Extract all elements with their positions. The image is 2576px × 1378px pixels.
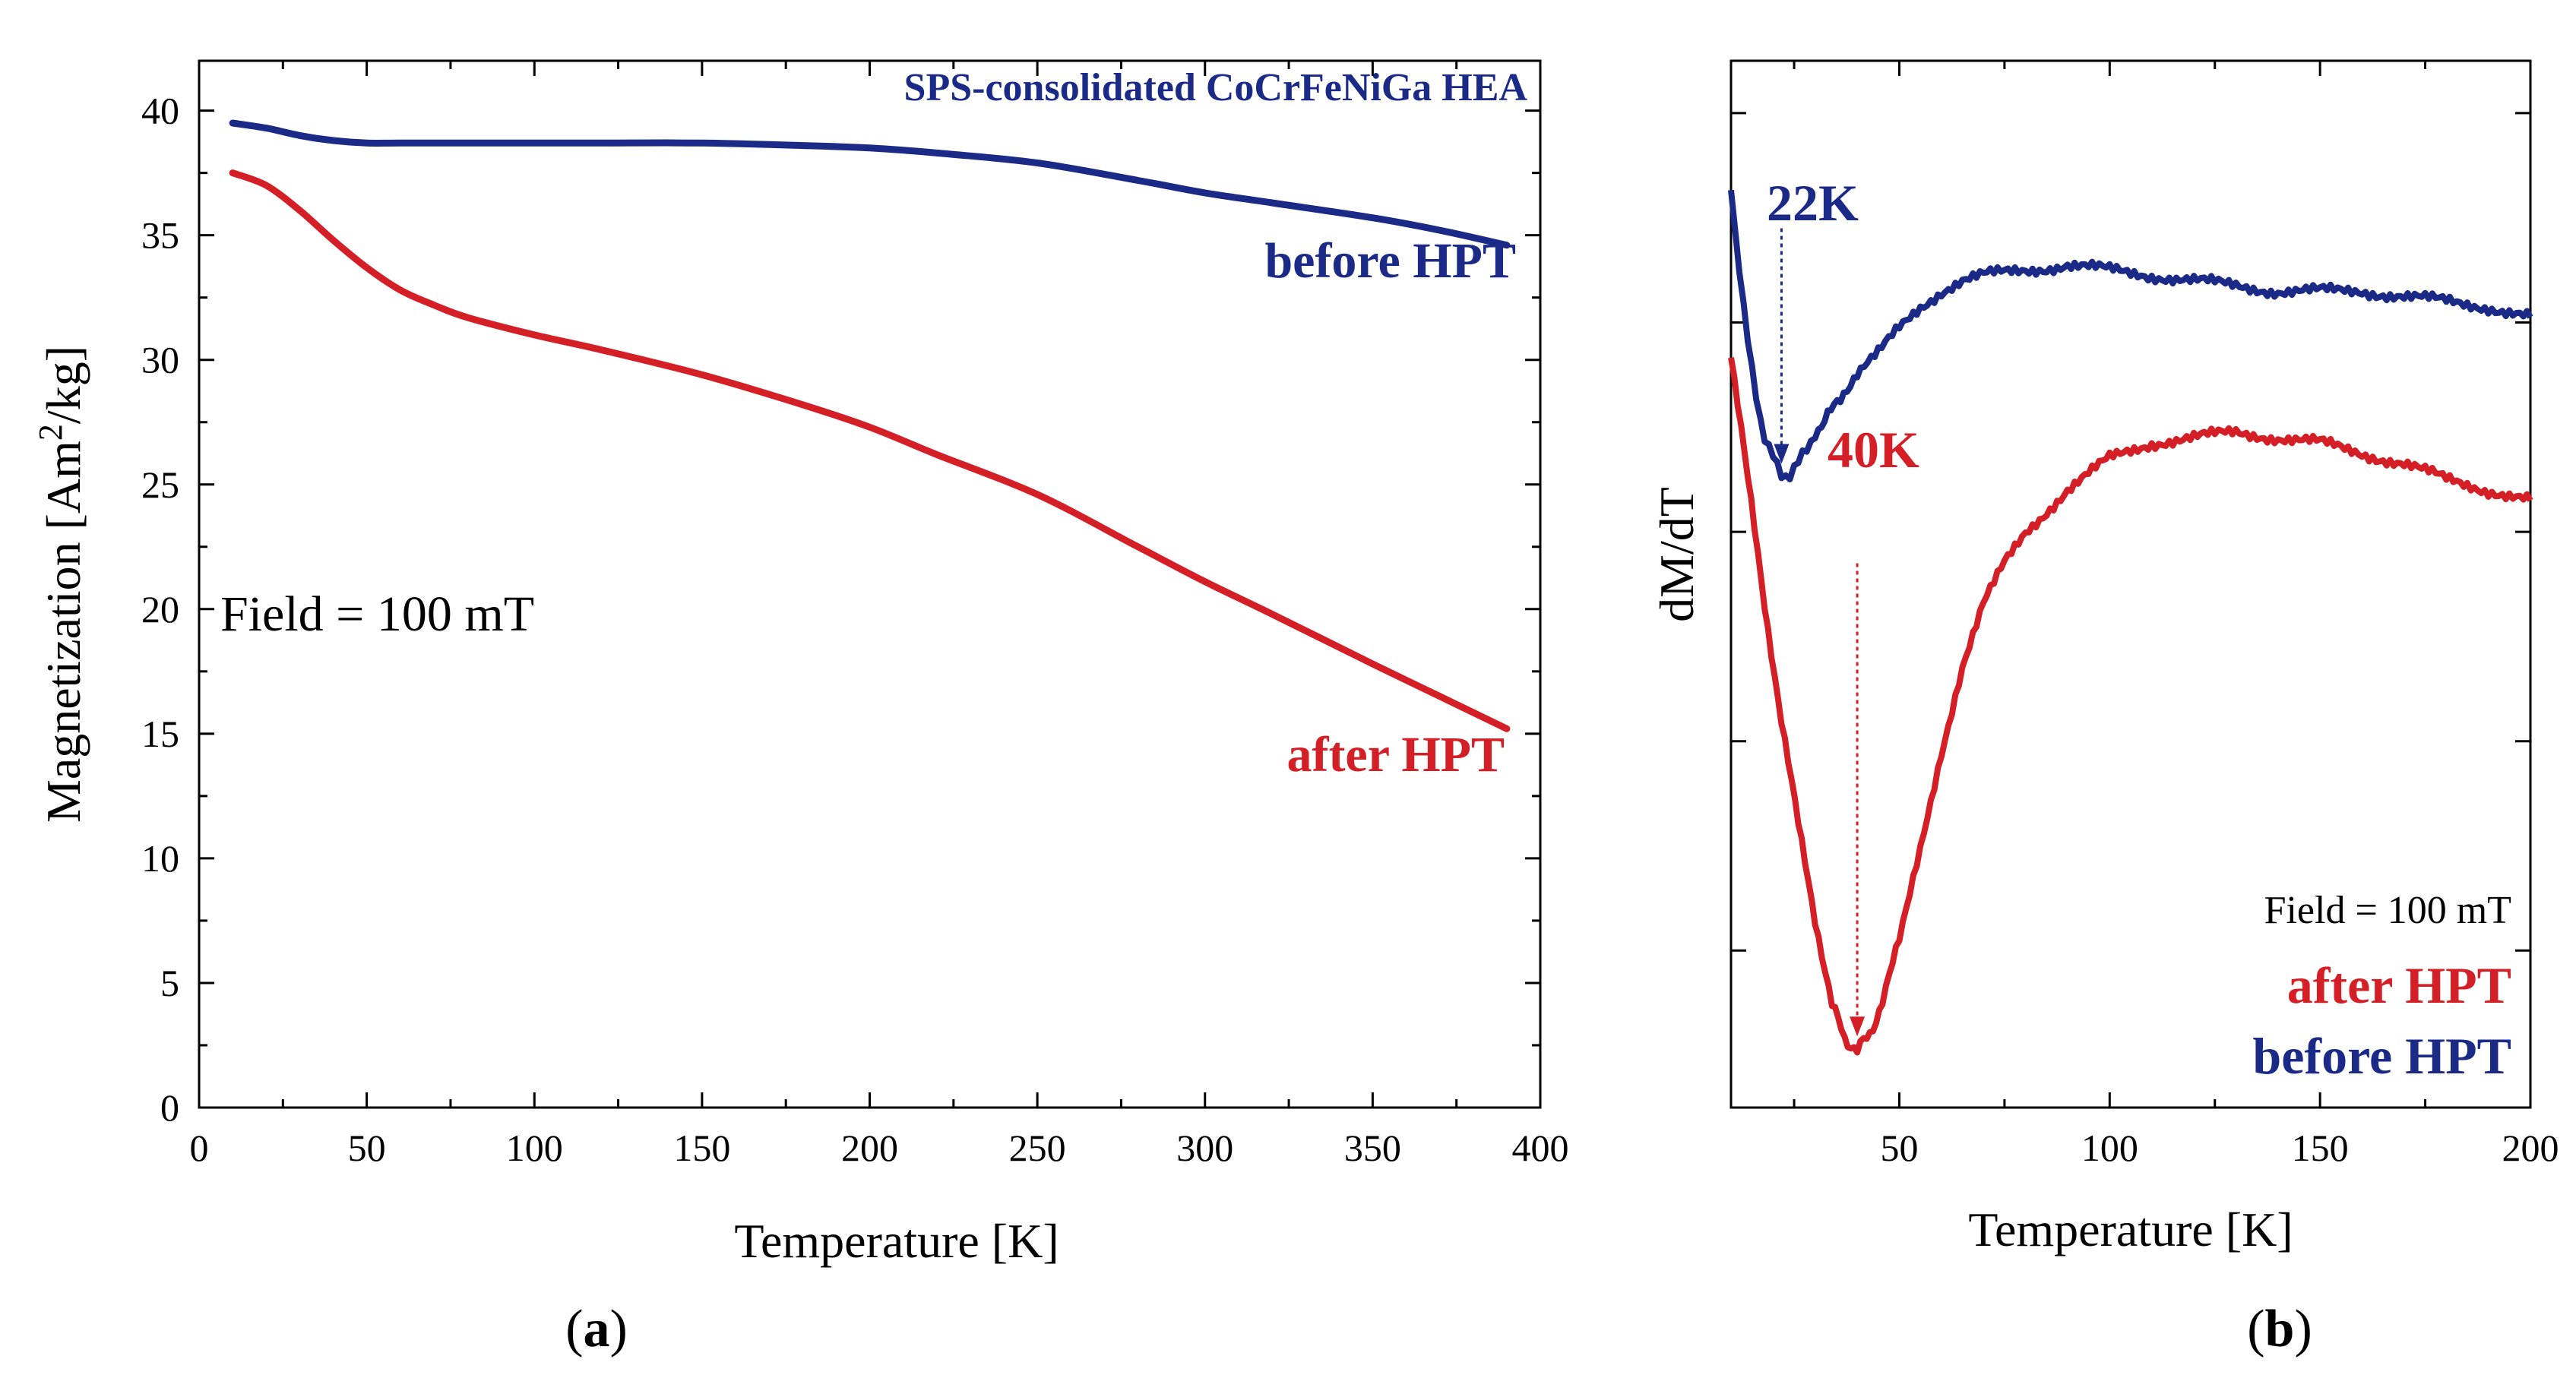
- panel-b-ticks: 50 100 150 200: [1731, 61, 2559, 1169]
- panel-a-x-tick-label: 200: [841, 1127, 898, 1169]
- panel-b-x-tick-label: 200: [2502, 1127, 2559, 1169]
- panel-a-y-tick-label: 25: [141, 463, 179, 506]
- panel-b-peak-arrow-40k-head: [1850, 1016, 1866, 1037]
- panel-b-series-line-after-hpt: [1728, 357, 2533, 1056]
- panel-a-ticks: 0 50 100 150 200 250 300 350 400 0 5 10 15 20 25 30 35 40: [141, 61, 1569, 1169]
- panel-b-legend-before-hpt: before HPT: [2252, 1027, 2511, 1085]
- panel-a-series-line-before-hpt: [229, 119, 1511, 249]
- panel-b-y-axis-label: dM/dT: [1650, 487, 1704, 622]
- panel-a-y-axis-label: Magnetization [Am2/kg]: [32, 346, 91, 823]
- panel-a-x-tick-label: 100: [506, 1127, 563, 1169]
- panel-a-x-tick-label: 400: [1512, 1127, 1569, 1169]
- panel-b-legend-after-hpt: after HPT: [2287, 956, 2511, 1014]
- panel-b-x-tick-label: 100: [2081, 1127, 2138, 1169]
- panel-b-series: [1728, 189, 2533, 1056]
- panel-a-x-tick-label: 0: [190, 1127, 209, 1169]
- panel-a-y-tick-label: 20: [141, 588, 179, 631]
- panel-a-x-tick-label: 50: [348, 1127, 386, 1169]
- panel-a-label-before-hpt: before HPT: [1264, 233, 1516, 289]
- panel-b-series-line-before-hpt: [1728, 189, 2533, 482]
- panel-a: 0 50 100 150 200 250 300 350 400 0 5 10 15 20 25 30 35 40…: [32, 59, 1569, 1358]
- panel-b-x-axis-label: Temperature [K]: [1968, 1203, 2293, 1256]
- panel-a-y-tick-label: 35: [141, 214, 179, 257]
- panel-a-x-axis-label: Temperature [K]: [734, 1214, 1059, 1268]
- panel-a-y-tick-label: 5: [160, 962, 179, 1004]
- panel-a-y-tick-label: 30: [141, 339, 179, 381]
- panel-a-panel-label: (a): [565, 1300, 628, 1358]
- panel-a-x-tick-label: 300: [1176, 1127, 1233, 1169]
- panel-b-x-tick-label: 150: [2292, 1127, 2349, 1169]
- panel-b-panel-label: (b): [2247, 1300, 2312, 1358]
- panel-a-x-tick-label: 150: [673, 1127, 730, 1169]
- panel-b-plot-frame: [1729, 59, 2532, 1109]
- panel-b-peak-arrows: [1774, 228, 1866, 1037]
- panel-a-title: SPS-consolidated CoCrFeNiGa HEA: [904, 66, 1528, 109]
- panel-a-series-line-after-hpt: [229, 169, 1511, 732]
- panel-a-plot-frame: [198, 59, 1542, 1109]
- panel-a-y-tick-label: 15: [141, 713, 179, 755]
- panel-a-field-annotation: Field = 100 mT: [220, 586, 534, 642]
- panel-a-x-tick-label: 250: [1009, 1127, 1066, 1169]
- panel-b: 50 100 150 200 22K 40K Field = 100 mT after…: [1650, 59, 2559, 1358]
- panel-b-peak-label-22k: 22K: [1767, 174, 1859, 232]
- panel-b-peak-arrow-22k-head: [1774, 444, 1790, 464]
- panel-a-series: [229, 119, 1511, 732]
- panel-b-x-tick-label: 50: [1880, 1127, 1918, 1169]
- panel-a-x-tick-label: 350: [1344, 1127, 1401, 1169]
- panel-a-label-after-hpt: after HPT: [1286, 727, 1505, 782]
- panel-b-peak-label-40k: 40K: [1828, 421, 1919, 479]
- panel-a-y-tick-label: 40: [141, 90, 179, 132]
- panel-a-y-tick-label: 0: [160, 1086, 179, 1129]
- panel-a-y-tick-label: 10: [141, 837, 179, 880]
- panel-b-field-annotation: Field = 100 mT: [2264, 889, 2511, 932]
